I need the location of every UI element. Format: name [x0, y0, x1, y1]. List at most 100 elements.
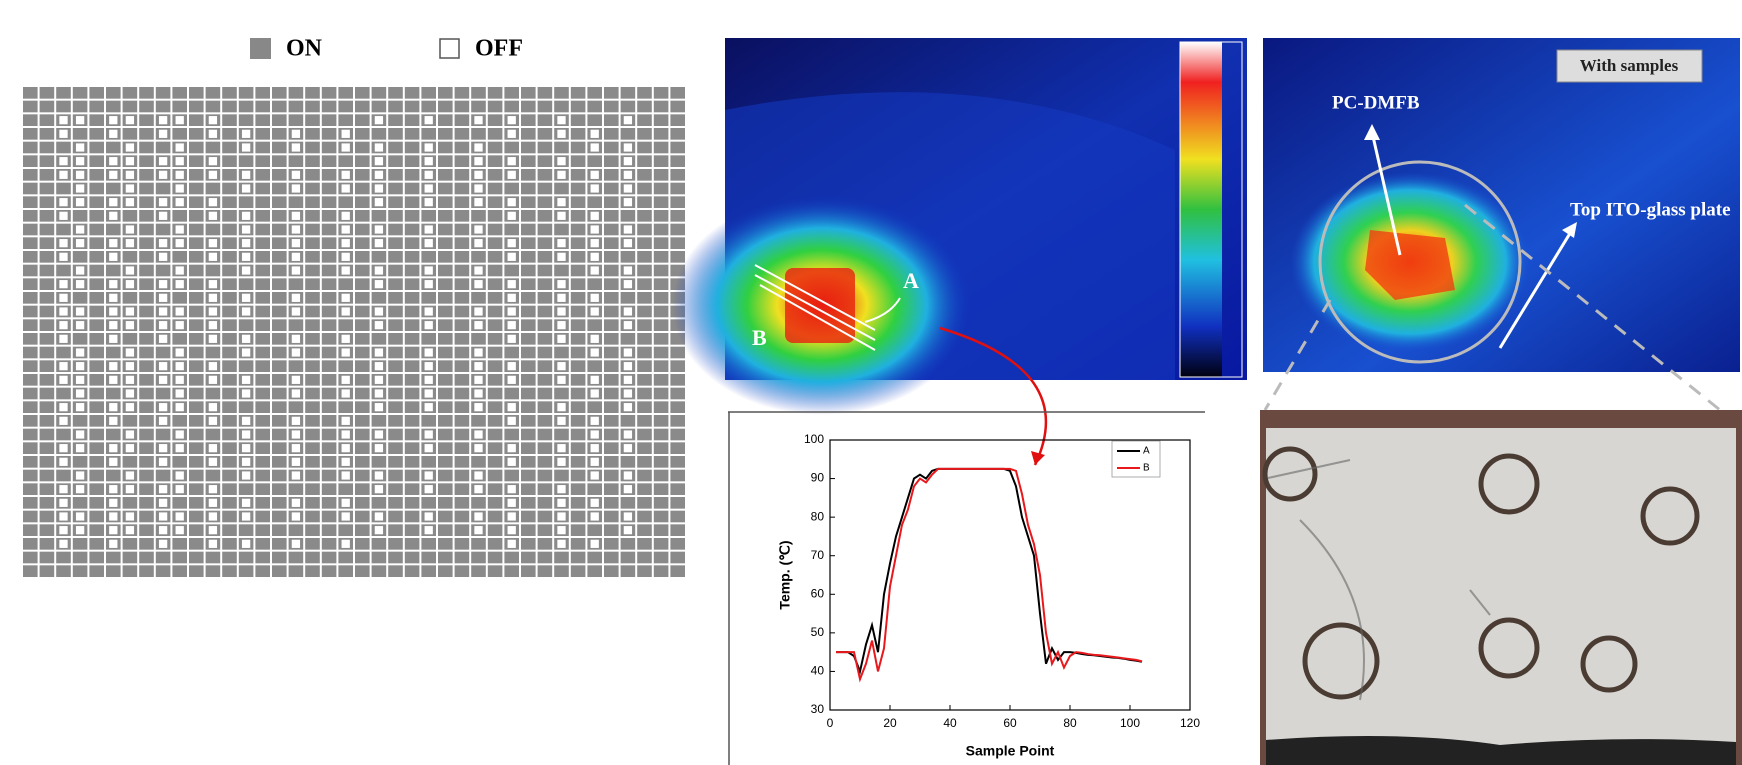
off-cell [624, 512, 632, 520]
grid-cell [521, 306, 536, 318]
grid-cell [206, 347, 221, 359]
grid-cell [554, 142, 569, 154]
grid-cell [73, 87, 88, 99]
off-cell [109, 307, 117, 315]
grid-cell [40, 224, 55, 236]
grid-cell [23, 114, 38, 126]
grid-cell [123, 333, 138, 345]
y-tick-label: 90 [811, 471, 825, 485]
y-tick-label: 30 [811, 702, 825, 716]
grid-cell [89, 388, 104, 400]
off-cell [76, 116, 84, 124]
figure: ON OFF A B With samples PC-DMFB Top ITO-… [0, 0, 1742, 765]
grid-cell [372, 333, 387, 345]
grid-cell [255, 278, 270, 290]
grid-cell [355, 128, 370, 140]
grid-cell [654, 388, 669, 400]
off-cell [425, 239, 433, 247]
off-cell [591, 471, 599, 479]
off-cell [109, 198, 117, 206]
off-cell [557, 526, 565, 534]
off-cell [159, 403, 167, 411]
off-cell [159, 130, 167, 138]
grid-cell [305, 333, 320, 345]
off-cell [474, 403, 482, 411]
off-cell [425, 307, 433, 315]
off-cell [76, 430, 84, 438]
grid-cell [322, 319, 337, 331]
grid-cell [654, 401, 669, 413]
grid-cell [189, 456, 204, 468]
off-cell [209, 321, 217, 329]
off-cell [176, 430, 184, 438]
grid-cell [654, 306, 669, 318]
grid-cell [587, 319, 602, 331]
grid-cell [538, 237, 553, 249]
grid-cell [538, 101, 553, 113]
off-cell [109, 335, 117, 343]
grid-bg [22, 86, 686, 578]
grid-cell [89, 347, 104, 359]
grid-cell [206, 552, 221, 564]
grid-cell [139, 265, 154, 277]
grid-cell [272, 224, 287, 236]
grid-cell [56, 347, 71, 359]
off-cell [474, 143, 482, 151]
grid-cell [405, 497, 420, 509]
grid-cell [255, 470, 270, 482]
grid-cell [488, 347, 503, 359]
grid-cell [654, 210, 669, 222]
grid-cell [322, 374, 337, 386]
grid-cell [272, 128, 287, 140]
grid-cell [604, 155, 619, 167]
off-cell [425, 116, 433, 124]
off-cell [474, 526, 482, 534]
grid-cell [587, 155, 602, 167]
grid-cell [637, 347, 652, 359]
grid-cell [172, 210, 187, 222]
grid-cell [504, 183, 519, 195]
grid-cell [272, 511, 287, 523]
x-tick-label: 80 [1063, 716, 1077, 730]
grid-cell [421, 87, 436, 99]
grid-cell [172, 552, 187, 564]
grid-cell [255, 374, 270, 386]
grid-cell [488, 101, 503, 113]
grid-cell [222, 196, 237, 208]
grid-cell [604, 169, 619, 181]
grid-cell [621, 210, 636, 222]
off-cell [59, 130, 67, 138]
off-cell [209, 526, 217, 534]
grid-cell [305, 142, 320, 154]
grid-cell [504, 552, 519, 564]
grid-cell [322, 538, 337, 550]
grid-cell [455, 360, 470, 372]
grid-cell [239, 196, 254, 208]
grid-cell [355, 87, 370, 99]
grid-cell [538, 442, 553, 454]
grid-cell [571, 360, 586, 372]
grid-cell [355, 374, 370, 386]
grid-cell [322, 347, 337, 359]
off-cell [557, 458, 565, 466]
grid-cell [521, 524, 536, 536]
grid-cell [372, 128, 387, 140]
grid-cell [189, 360, 204, 372]
grid-cell [23, 196, 38, 208]
off-cell [508, 294, 516, 302]
off-cell [292, 376, 300, 384]
grid-cell [56, 87, 71, 99]
off-label: OFF [475, 36, 523, 62]
grid-cell [388, 306, 403, 318]
grid-cell [189, 87, 204, 99]
grid-cell [272, 210, 287, 222]
off-cell [209, 362, 217, 370]
off-cell [126, 143, 134, 151]
grid-cell [239, 360, 254, 372]
grid-cell [189, 497, 204, 509]
grid-cell [272, 251, 287, 263]
grid-cell [654, 483, 669, 495]
grid-cell [654, 319, 669, 331]
off-cell [176, 321, 184, 329]
grid-cell [56, 565, 71, 577]
